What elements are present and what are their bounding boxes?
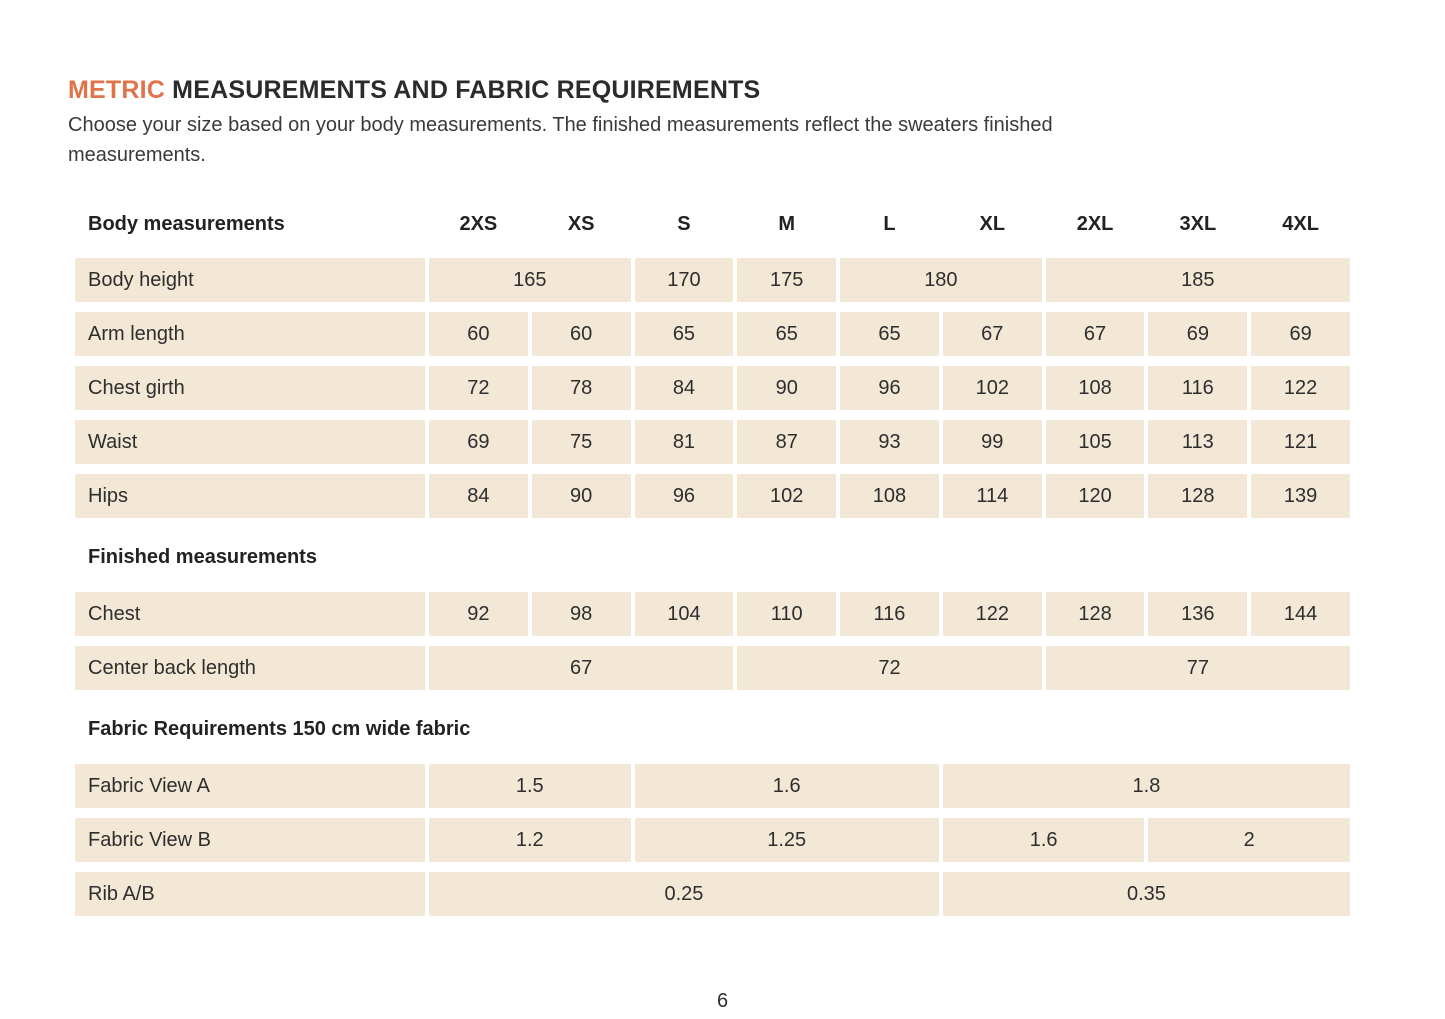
table-cell: 122 <box>942 592 1042 636</box>
table-cell: 2 <box>1148 818 1350 862</box>
table-cell: 67 <box>1045 312 1145 356</box>
table-cell: 114 <box>942 474 1042 518</box>
size-header-xl: XL <box>979 212 1006 235</box>
table-cell: 144 <box>1251 592 1350 636</box>
table-cell: 175 <box>737 258 837 302</box>
table-cell: 116 <box>1148 366 1248 410</box>
size-header-m: M <box>778 212 796 235</box>
size-header-4xl: 4XL <box>1282 212 1319 235</box>
table-cell: 93 <box>840 420 939 464</box>
table-cell: 122 <box>1251 366 1350 410</box>
page-title-rest: MEASUREMENTS AND FABRIC REQUIREMENTS <box>165 76 761 104</box>
table-cell: 60 <box>429 312 528 356</box>
table-cell: 81 <box>634 420 734 464</box>
table-cell: 72 <box>429 366 528 410</box>
table-cell: 110 <box>737 592 837 636</box>
table-cell: 128 <box>1045 592 1145 636</box>
table-cell: 77 <box>1045 646 1350 690</box>
table-section-0: Body height 165 170 175 180 185 Arm length 60 60… <box>75 258 1350 518</box>
page-number: 6 <box>716 990 729 1012</box>
table-cell: 84 <box>634 366 734 410</box>
row-label: Rib A/B <box>75 872 425 916</box>
table-cell: 1.6 <box>634 764 939 808</box>
table-cell: 108 <box>1045 366 1145 410</box>
row-label: Arm length <box>75 312 425 356</box>
section-heading-2: Fabric Requirements 150 cm wide fabric <box>88 718 471 740</box>
table-cell: 67 <box>942 312 1042 356</box>
table-section-1: Chest 92 98 104 110 116 122 128 136 144 Center bac… <box>75 592 1350 690</box>
table-cell: 108 <box>840 474 939 518</box>
table-sections: Body height 165 170 175 180 185 Arm length 60 60… <box>75 258 1350 916</box>
table-cell: 87 <box>737 420 837 464</box>
table-cell: 92 <box>429 592 528 636</box>
table-cell: 105 <box>1045 420 1145 464</box>
table-cell: 113 <box>1148 420 1248 464</box>
section-heading-1: Finished measurements <box>88 546 317 568</box>
table-cell: 69 <box>1251 312 1350 356</box>
table-cell: 116 <box>840 592 939 636</box>
table-cell: 65 <box>634 312 734 356</box>
table-cell: 104 <box>634 592 734 636</box>
page-title-highlight: METRIC <box>68 76 166 104</box>
table-cell: 69 <box>429 420 528 464</box>
measurements-table: Body measurements 2XS XS S M L XL 2XL 3XL 4XL Bod… <box>75 209 1350 916</box>
table-cell: 128 <box>1148 474 1248 518</box>
row-label: Chest girth <box>75 366 425 410</box>
table-cell: 78 <box>531 366 631 410</box>
table-cell: 180 <box>840 258 1042 302</box>
row-label: Body height <box>75 258 425 302</box>
table-cell: 75 <box>531 420 631 464</box>
table-cell: 98 <box>531 592 631 636</box>
table-cell: 0.35 <box>942 872 1350 916</box>
table-cell: 96 <box>634 474 734 518</box>
table-cell: 90 <box>737 366 837 410</box>
table-cell: 84 <box>429 474 528 518</box>
table-cell: 72 <box>737 646 1042 690</box>
table-cell: 185 <box>1045 258 1350 302</box>
size-header-s: S <box>677 212 691 235</box>
table-cell: 139 <box>1251 474 1350 518</box>
table-cell: 0.25 <box>429 872 939 916</box>
row-label: Fabric View A <box>75 764 425 808</box>
table-cell: 136 <box>1148 592 1248 636</box>
row-label: Chest <box>75 592 425 636</box>
table-cell: 1.25 <box>634 818 939 862</box>
table-cell: 99 <box>942 420 1042 464</box>
table-cell: 170 <box>634 258 734 302</box>
row-label: Center back length <box>75 646 425 690</box>
page-title: METRIC MEASUREMENTS AND FABRIC REQUIREME… <box>68 76 760 105</box>
table-cell: 1.6 <box>942 818 1145 862</box>
row-label: Fabric View B <box>75 818 425 862</box>
row-label: Hips <box>75 474 425 518</box>
table-cell: 102 <box>942 366 1042 410</box>
row-label: Waist <box>75 420 425 464</box>
size-header-l: L <box>883 212 896 235</box>
table-cell: 60 <box>531 312 631 356</box>
table-cell: 65 <box>840 312 939 356</box>
table-header-row: Body measurements 2XS XS S M L XL 2XL 3XL 4XL <box>75 209 1350 239</box>
table-cell: 90 <box>531 474 631 518</box>
page-subtitle: Choose your size based on your body meas… <box>68 114 1053 166</box>
table-cell: 121 <box>1251 420 1350 464</box>
table-cell: 102 <box>737 474 837 518</box>
table-cell: 67 <box>429 646 734 690</box>
table-section-2: Fabric View A 1.5 1.6 1.8 Fabric View B 1.2 1.… <box>75 764 1350 916</box>
table-cell: 96 <box>840 366 939 410</box>
table-cell: 65 <box>737 312 837 356</box>
table-cell: 69 <box>1148 312 1248 356</box>
table-cell: 120 <box>1045 474 1145 518</box>
table-cell: 1.8 <box>942 764 1350 808</box>
table-cell: 1.5 <box>429 764 631 808</box>
table-header-label: Body measurements <box>88 212 285 235</box>
size-header-2xl: 2XL <box>1076 212 1114 235</box>
size-header-2xs: 2XS <box>459 212 498 235</box>
size-header-3xl: 3XL <box>1179 212 1217 235</box>
size-header-xs: XS <box>567 212 595 235</box>
table-cell: 165 <box>429 258 631 302</box>
table-cell: 1.2 <box>429 818 631 862</box>
